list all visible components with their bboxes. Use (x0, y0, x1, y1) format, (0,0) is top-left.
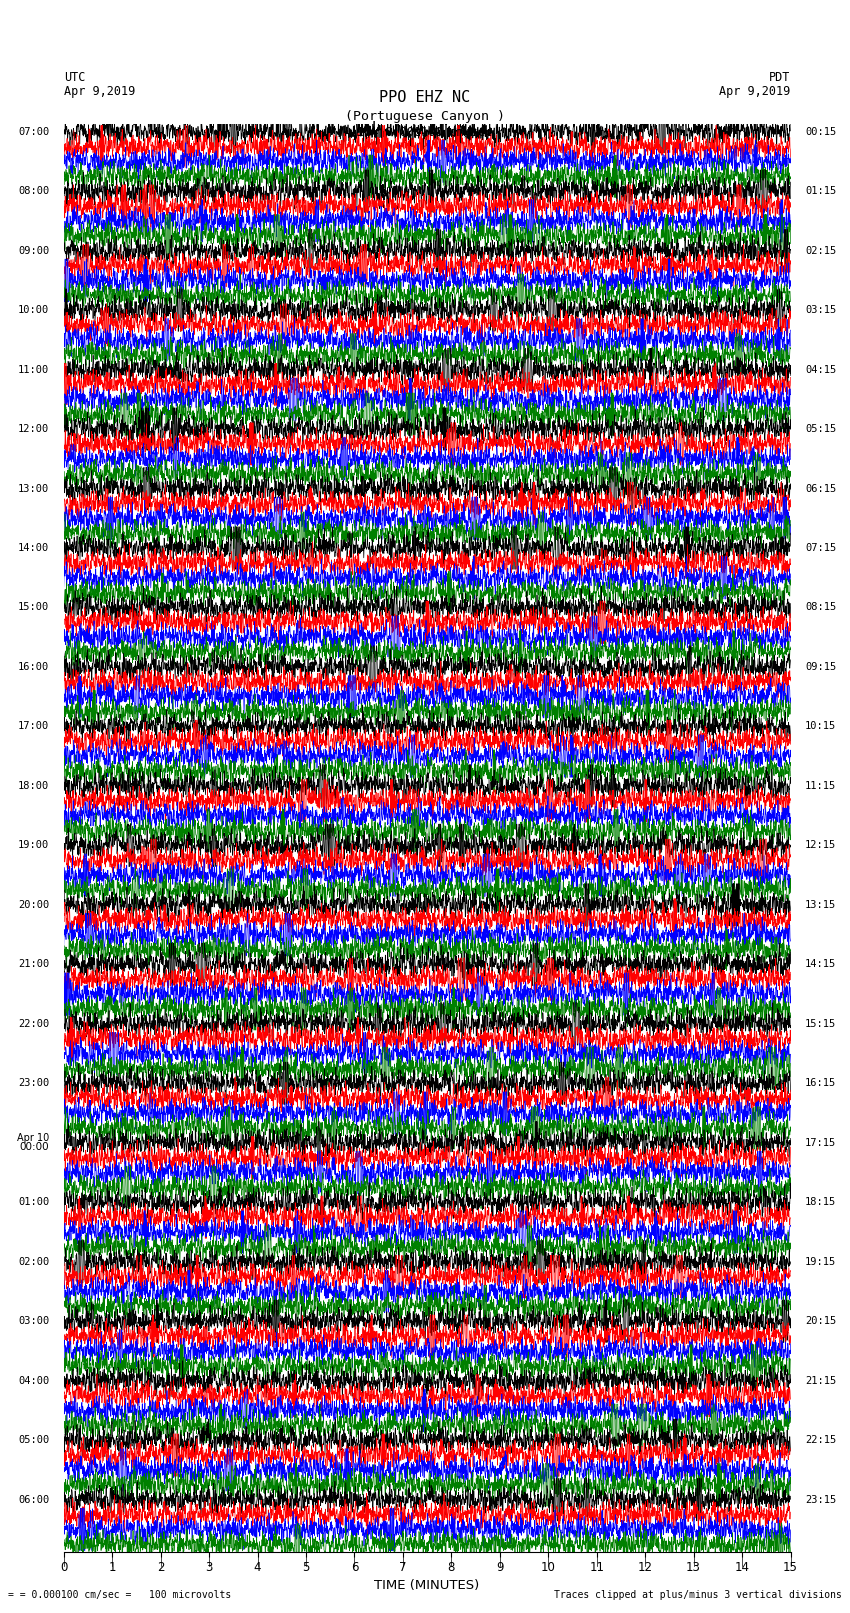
Text: 00:15: 00:15 (805, 127, 836, 137)
Text: 00:00: 00:00 (20, 1142, 49, 1152)
Text: 02:00: 02:00 (18, 1257, 49, 1266)
Text: 17:00: 17:00 (18, 721, 49, 731)
Text: (Portuguese Canyon ): (Portuguese Canyon ) (345, 110, 505, 123)
Text: 15:00: 15:00 (18, 603, 49, 613)
Text: 10:15: 10:15 (805, 721, 836, 731)
Text: 08:00: 08:00 (18, 185, 49, 197)
Text: 11:00: 11:00 (18, 365, 49, 374)
Text: 09:00: 09:00 (18, 245, 49, 255)
Text: 19:00: 19:00 (18, 840, 49, 850)
Text: |: | (370, 121, 378, 135)
Text: 02:15: 02:15 (805, 245, 836, 255)
Text: 17:15: 17:15 (805, 1137, 836, 1148)
Text: 07:15: 07:15 (805, 544, 836, 553)
Text: 15:15: 15:15 (805, 1019, 836, 1029)
Text: 07:00: 07:00 (18, 127, 49, 137)
Text: 04:15: 04:15 (805, 365, 836, 374)
Text: 03:00: 03:00 (18, 1316, 49, 1326)
Text: 04:00: 04:00 (18, 1376, 49, 1386)
Text: UTC: UTC (64, 71, 85, 84)
Text: Apr 9,2019: Apr 9,2019 (64, 85, 135, 98)
Text: 16:15: 16:15 (805, 1079, 836, 1089)
Text: 11:15: 11:15 (805, 781, 836, 790)
Text: 12:15: 12:15 (805, 840, 836, 850)
Text: 21:15: 21:15 (805, 1376, 836, 1386)
Text: 18:15: 18:15 (805, 1197, 836, 1207)
Text: Traces clipped at plus/minus 3 vertical divisions: Traces clipped at plus/minus 3 vertical … (553, 1590, 842, 1600)
Text: I = 0.000100 cm/sec: I = 0.000100 cm/sec (357, 126, 493, 139)
Text: 20:15: 20:15 (805, 1316, 836, 1326)
Text: 03:15: 03:15 (805, 305, 836, 315)
Text: 12:00: 12:00 (18, 424, 49, 434)
Text: PPO EHZ NC: PPO EHZ NC (379, 90, 471, 105)
Text: 10:00: 10:00 (18, 305, 49, 315)
Text: 01:15: 01:15 (805, 185, 836, 197)
Text: 14:00: 14:00 (18, 544, 49, 553)
Text: 19:15: 19:15 (805, 1257, 836, 1266)
Text: 22:00: 22:00 (18, 1019, 49, 1029)
X-axis label: TIME (MINUTES): TIME (MINUTES) (375, 1579, 479, 1592)
Text: 18:00: 18:00 (18, 781, 49, 790)
Text: 06:15: 06:15 (805, 484, 836, 494)
Text: 01:00: 01:00 (18, 1197, 49, 1207)
Text: 14:15: 14:15 (805, 960, 836, 969)
Text: Apr 9,2019: Apr 9,2019 (719, 85, 791, 98)
Text: 05:00: 05:00 (18, 1436, 49, 1445)
Text: 23:00: 23:00 (18, 1079, 49, 1089)
Text: Apr 10: Apr 10 (17, 1134, 49, 1144)
Text: 05:15: 05:15 (805, 424, 836, 434)
Text: 23:15: 23:15 (805, 1495, 836, 1505)
Text: 13:15: 13:15 (805, 900, 836, 910)
Text: 09:15: 09:15 (805, 661, 836, 673)
Text: = = 0.000100 cm/sec =   100 microvolts: = = 0.000100 cm/sec = 100 microvolts (8, 1590, 232, 1600)
Text: PDT: PDT (769, 71, 790, 84)
Text: 06:00: 06:00 (18, 1495, 49, 1505)
Text: 16:00: 16:00 (18, 661, 49, 673)
Text: 13:00: 13:00 (18, 484, 49, 494)
Text: 20:00: 20:00 (18, 900, 49, 910)
Text: 21:00: 21:00 (18, 960, 49, 969)
Text: 22:15: 22:15 (805, 1436, 836, 1445)
Text: 08:15: 08:15 (805, 603, 836, 613)
